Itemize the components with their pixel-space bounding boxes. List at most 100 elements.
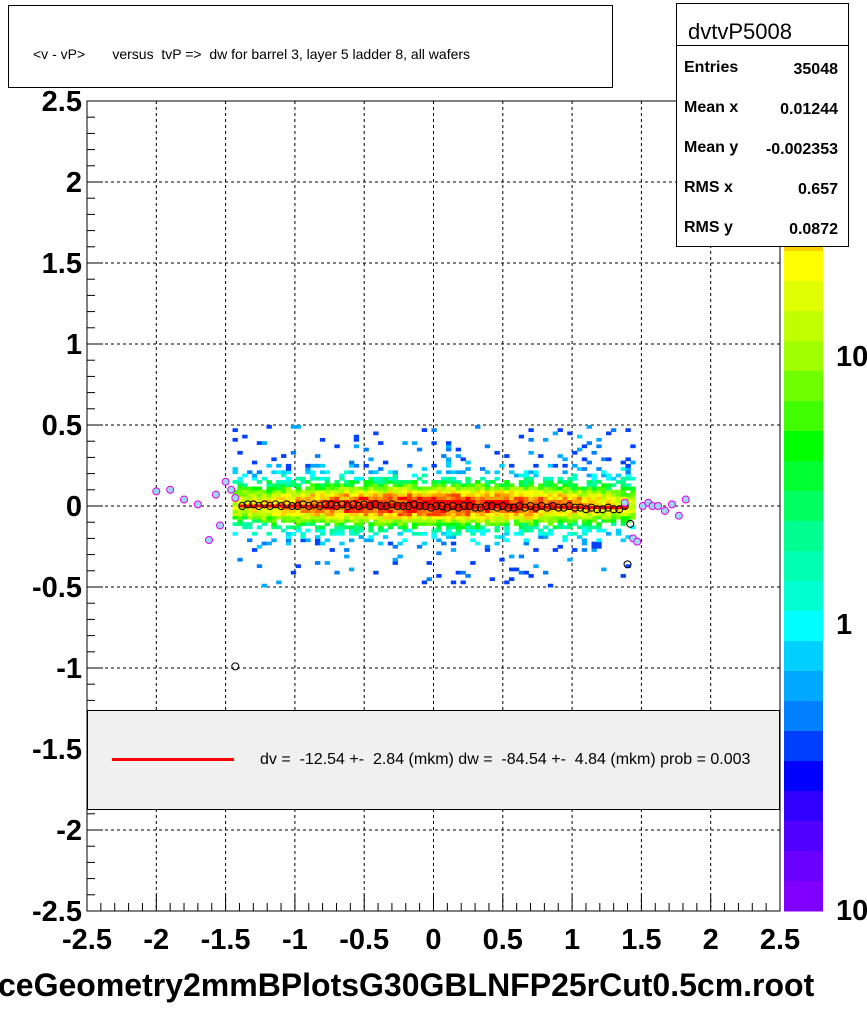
- density-cell: [436, 486, 442, 491]
- density-cell: [470, 509, 476, 513]
- density-cell: [256, 544, 263, 549]
- density-cell: [421, 541, 428, 546]
- density-cell: [445, 499, 452, 504]
- density-cell: [324, 496, 331, 501]
- density-cell: [601, 457, 607, 462]
- density-cell: [261, 509, 267, 513]
- density-cell: [397, 493, 403, 497]
- density-cell: [465, 476, 471, 481]
- density-cell: [378, 499, 384, 504]
- density-cell: [247, 509, 253, 513]
- density-cell: [344, 499, 350, 504]
- density-cell: [314, 515, 321, 520]
- density-cell: [426, 522, 432, 526]
- density-cell: [412, 489, 418, 494]
- density-cell: [523, 473, 529, 478]
- y-tick-label: -1: [56, 653, 82, 685]
- density-cell: [412, 518, 418, 523]
- density-cell: [445, 476, 452, 481]
- density-cell: [455, 525, 462, 530]
- density-cell: [542, 476, 549, 481]
- density-cell: [591, 483, 597, 488]
- density-cell: [397, 509, 403, 513]
- density-cell: [542, 525, 549, 530]
- profile-point: [371, 500, 380, 509]
- profile-point: [604, 503, 613, 512]
- density-cell: [329, 489, 335, 494]
- density-cell: [348, 502, 355, 507]
- density-cell: [538, 496, 544, 501]
- density-cell: [373, 570, 379, 575]
- density-cell: [489, 522, 495, 526]
- density-cell: [290, 515, 297, 520]
- density-cell: [441, 483, 447, 488]
- density-cell: [479, 467, 486, 471]
- density-cell: [373, 496, 379, 501]
- color-scale-segment: [784, 881, 823, 912]
- density-cell: [625, 486, 631, 491]
- density-cell: [591, 476, 597, 481]
- density-cell: [586, 425, 593, 429]
- density-cell: [426, 561, 432, 565]
- profile-point: [299, 500, 308, 509]
- density-cell: [344, 554, 350, 559]
- density-cell: [402, 496, 408, 501]
- density-cell: [319, 528, 326, 533]
- density-cell: [494, 476, 500, 481]
- density-cell: [271, 518, 277, 523]
- density-cell: [509, 486, 515, 491]
- density-cell: [460, 515, 466, 520]
- density-cell: [247, 525, 253, 530]
- density-cell: [630, 506, 636, 510]
- density-cell: [445, 489, 452, 494]
- color-scale-segment: [784, 851, 823, 882]
- profile-point: [565, 502, 574, 510]
- density-cell: [533, 486, 539, 491]
- density-cell: [586, 483, 593, 488]
- density-cell: [538, 512, 544, 517]
- density-cell: [518, 518, 525, 523]
- density-cell: [479, 489, 486, 494]
- density-cell: [368, 528, 374, 533]
- profile-point: [493, 503, 502, 512]
- density-cell: [499, 483, 505, 488]
- density-cell: [334, 525, 340, 530]
- color-scale-segment: [784, 521, 823, 552]
- density-cell: [523, 525, 529, 530]
- density-cell: [358, 515, 365, 520]
- density-cell: [523, 541, 529, 546]
- density-cell: [557, 476, 563, 481]
- density-cell: [266, 480, 272, 484]
- density-cell: [256, 470, 263, 475]
- extra-markers: [152, 477, 690, 546]
- density-cell: [392, 515, 398, 520]
- density-cell: [295, 522, 301, 526]
- density-cell: [334, 499, 340, 504]
- density-cell: [305, 480, 311, 484]
- density-cell: [601, 486, 607, 491]
- density-cell: [538, 518, 544, 523]
- density-cell: [256, 499, 263, 504]
- density-cell: [484, 486, 491, 491]
- density-cell: [247, 486, 253, 491]
- density-cell: [310, 476, 316, 481]
- density-cell: [489, 480, 495, 484]
- density-cell: [475, 489, 481, 494]
- density-cell: [382, 499, 389, 504]
- density-cell: [407, 493, 413, 497]
- density-cell: [324, 522, 331, 526]
- density-cell: [358, 525, 365, 530]
- density-cell: [353, 522, 360, 526]
- density-cell: [387, 489, 394, 494]
- density-cell: [625, 512, 631, 517]
- density-cell: [562, 457, 568, 462]
- density-cell: [382, 515, 389, 520]
- profile-point: [570, 503, 579, 512]
- density-cell: [344, 493, 350, 497]
- density-cell: [465, 467, 471, 471]
- density-cell: [237, 509, 243, 513]
- density-cell: [542, 535, 549, 539]
- density-cell: [460, 499, 466, 504]
- y-tick-label: 2: [66, 167, 82, 199]
